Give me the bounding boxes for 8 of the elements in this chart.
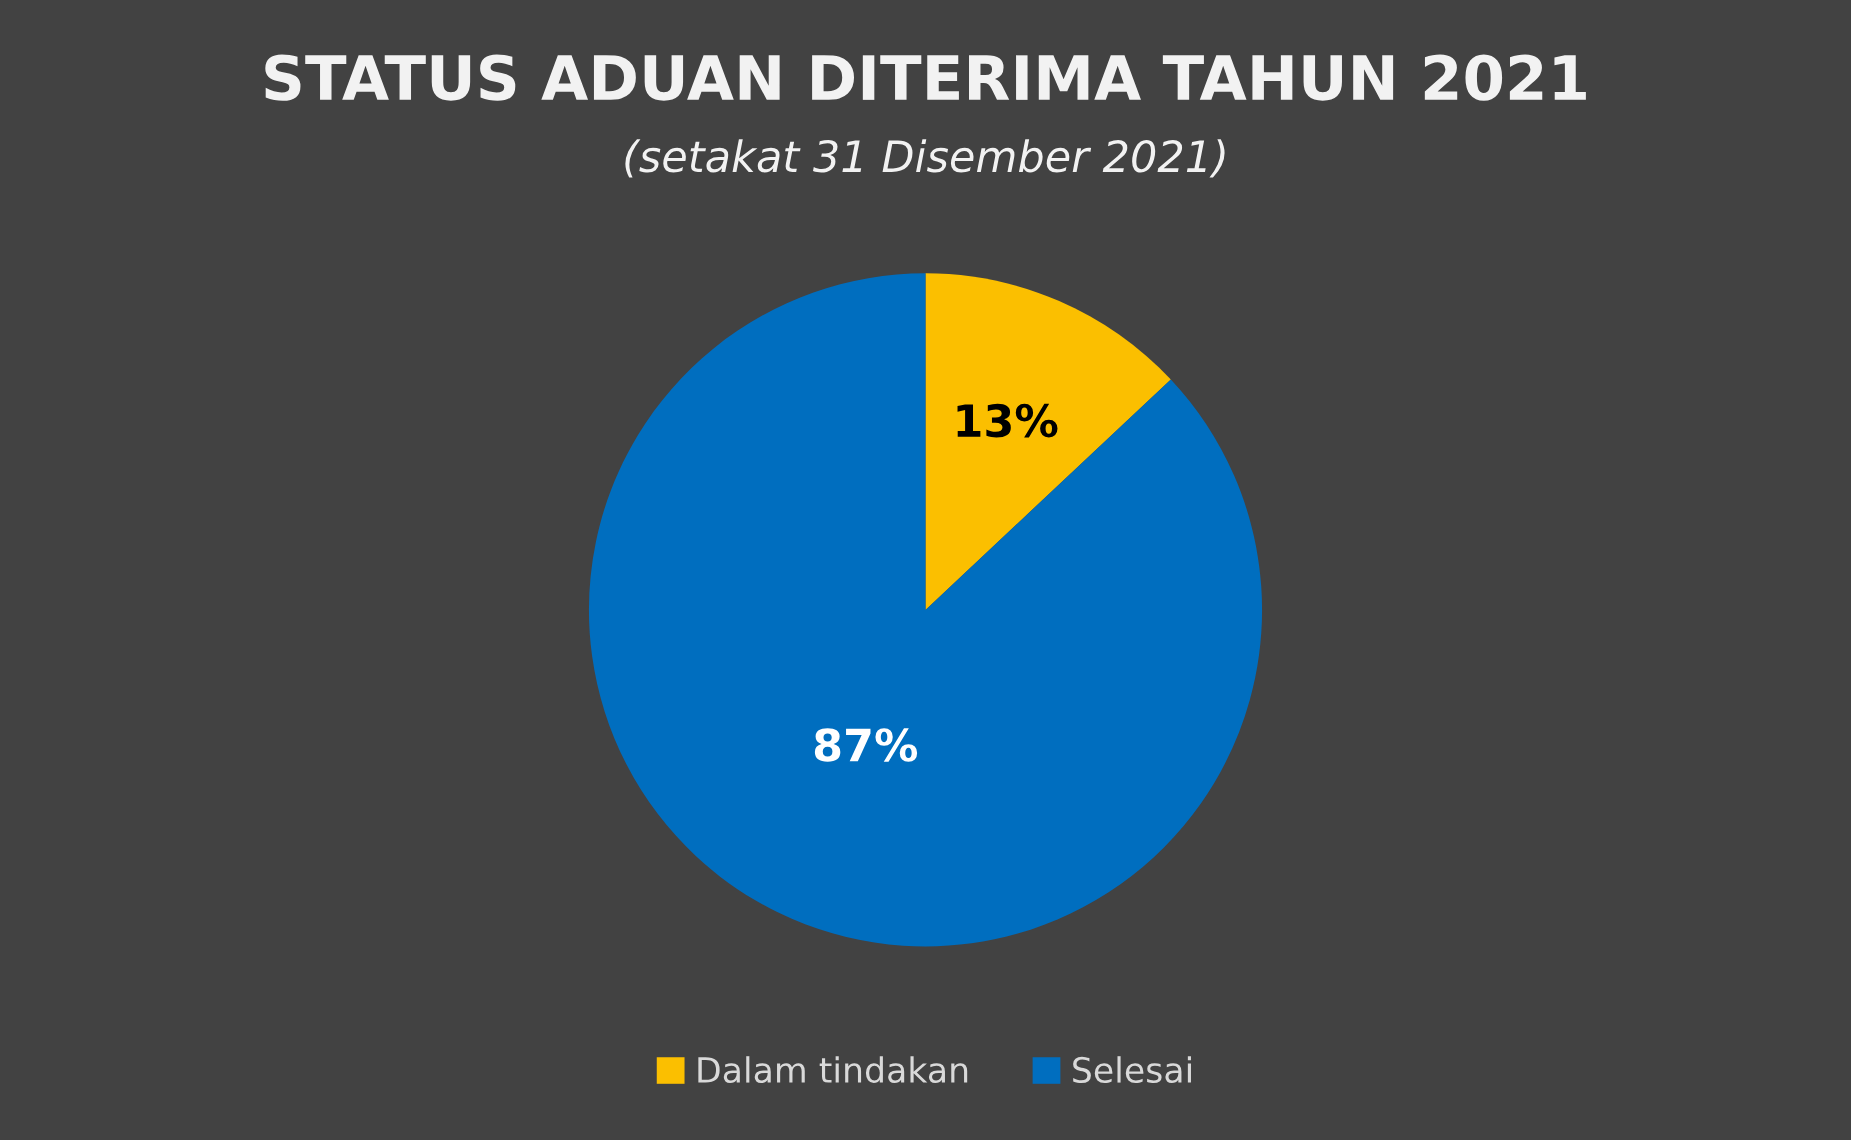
legend-label: Dalam tindakan [698,1056,968,1084]
data-label: 13% [957,403,1058,438]
chart-subtitle: (setakat 31 Disember 2021) [625,139,1225,178]
data-label: 87% [814,728,918,762]
chart-title: STATUS ADUAN DITERIMA TAHUN 2021 [265,54,1586,101]
pie-slice [588,273,1263,947]
legend-label: Selesai [1073,1056,1191,1084]
pie-slice [925,273,1171,610]
